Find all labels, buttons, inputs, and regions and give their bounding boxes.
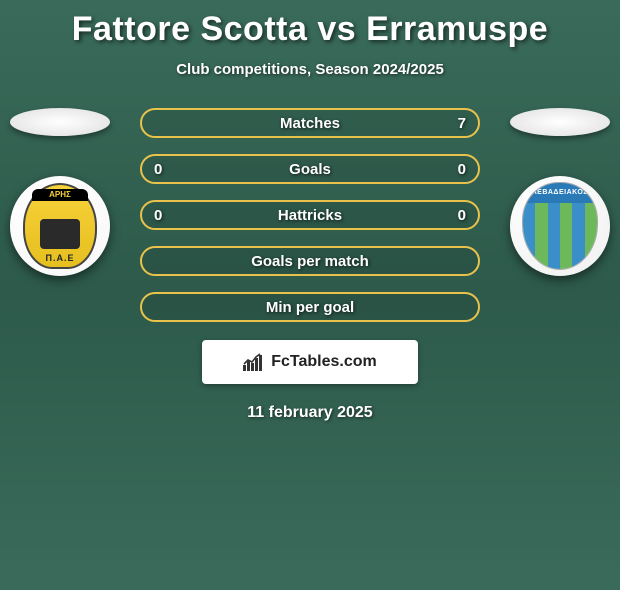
stat-right-value: 0 — [458, 161, 466, 178]
right-team-badge: ΛΕΒΑΔΕΙΑΚΟΣ — [510, 176, 610, 276]
left-player-column: ΑΡΗΣ Π.Α.Ε — [0, 108, 120, 276]
stat-row-goals: 0 Goals 0 — [140, 154, 480, 184]
stat-right-value: 7 — [458, 115, 466, 132]
left-team-crest: ΑΡΗΣ Π.Α.Ε — [23, 183, 97, 269]
stats-rows: Matches 7 0 Goals 0 0 Hattricks 0 Goals … — [140, 108, 480, 322]
date-label: 11 february 2025 — [0, 404, 620, 422]
right-crest-banner: ΛΕΒΑΔΕΙΑΚΟΣ — [523, 183, 597, 203]
stat-label: Goals per match — [251, 253, 369, 270]
stat-row-goals-per-match: Goals per match — [140, 246, 480, 276]
stat-left-value: 0 — [154, 161, 162, 178]
right-player-photo-placeholder — [510, 108, 610, 136]
left-crest-bottom-text: Π.Α.Ε — [45, 253, 74, 263]
left-crest-figure — [40, 219, 80, 249]
comparison-panel: ΑΡΗΣ Π.Α.Ε ΛΕΒΑΔΕΙΑΚΟΣ Matches 7 — [0, 108, 620, 422]
stat-label: Goals — [289, 161, 331, 178]
page-title: Fattore Scotta vs Erramuspe — [0, 10, 620, 49]
left-crest-top-text: ΑΡΗΣ — [32, 189, 88, 201]
brand-watermark: FcTables.com — [202, 340, 418, 384]
stat-row-min-per-goal: Min per goal — [140, 292, 480, 322]
left-player-photo-placeholder — [10, 108, 110, 136]
right-crest-stripes — [523, 203, 597, 269]
left-team-badge: ΑΡΗΣ Π.Α.Ε — [10, 176, 110, 276]
stat-row-hattricks: 0 Hattricks 0 — [140, 200, 480, 230]
stat-row-matches: Matches 7 — [140, 108, 480, 138]
stat-label: Hattricks — [278, 207, 342, 224]
brand-text: FcTables.com — [271, 353, 377, 371]
stat-label: Min per goal — [266, 299, 354, 316]
right-player-column: ΛΕΒΑΔΕΙΑΚΟΣ — [500, 108, 620, 276]
stat-right-value: 0 — [458, 207, 466, 224]
right-team-crest: ΛΕΒΑΔΕΙΑΚΟΣ — [522, 182, 598, 270]
subtitle: Club competitions, Season 2024/2025 — [0, 61, 620, 78]
stat-label: Matches — [280, 115, 340, 132]
bar-chart-icon — [243, 353, 265, 371]
stat-left-value: 0 — [154, 207, 162, 224]
